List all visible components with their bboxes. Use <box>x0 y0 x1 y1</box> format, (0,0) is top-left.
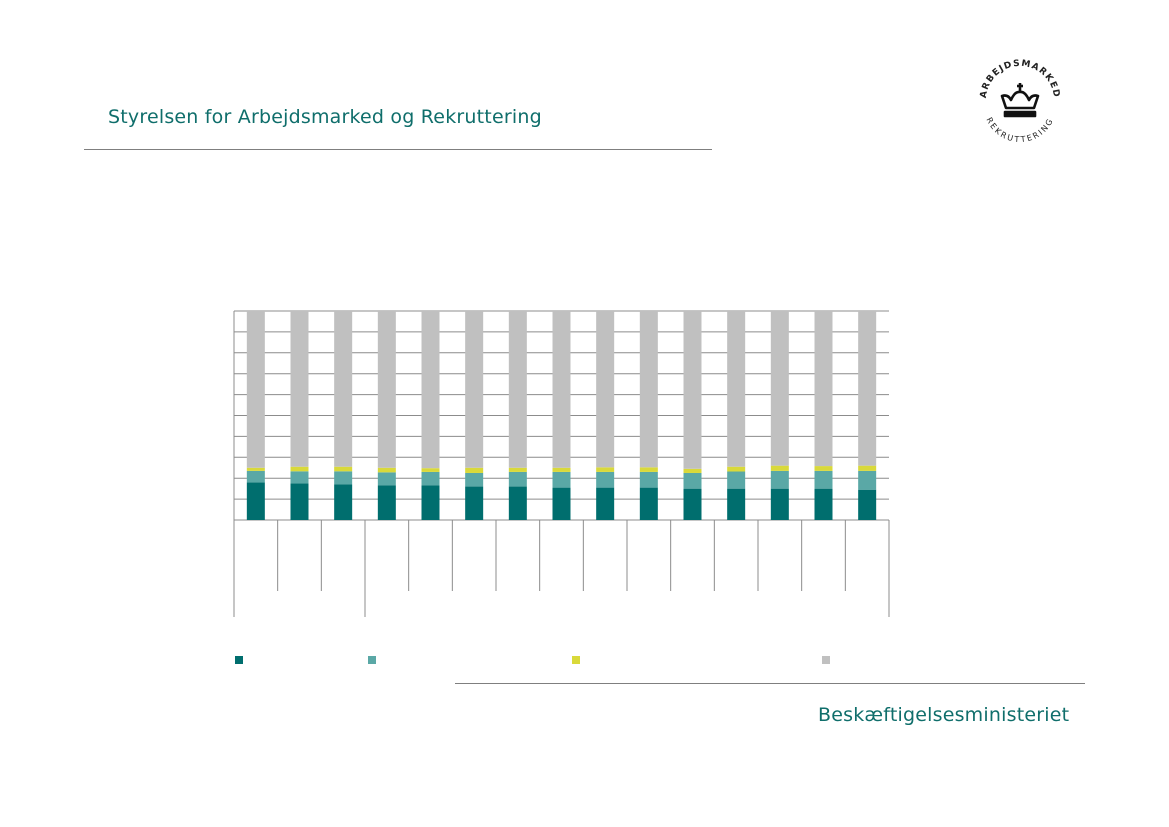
bar-segment-s4-c5 <box>421 311 440 469</box>
bar-segment-s4-c1 <box>246 311 265 468</box>
header-title: Styrelsen for Arbejdsmarked og Rekrutter… <box>108 106 542 128</box>
bar-segment-s4-c14 <box>814 311 833 467</box>
bar-segment-s4-c4 <box>377 311 396 468</box>
footer-ministry-name: Beskæftigelsesministeriet <box>818 704 1070 726</box>
legend-swatch-3 <box>572 656 580 664</box>
bar-segment-s2-c9 <box>596 471 615 488</box>
bar-segment-s3-c5 <box>421 468 440 472</box>
bar-segment-s3-c4 <box>377 467 396 473</box>
bar-segment-s2-c7 <box>508 471 527 487</box>
bar-segment-s3-c14 <box>814 466 833 471</box>
bar-segment-s1-c10 <box>639 487 658 520</box>
bar-segment-s2-c14 <box>814 470 833 489</box>
bar-segment-s1-c15 <box>858 489 877 520</box>
bar-segment-s3-c7 <box>508 467 527 472</box>
legend-swatch-2 <box>368 656 376 664</box>
bar-segment-s4-c3 <box>334 311 353 467</box>
bar-segment-s1-c6 <box>465 486 484 520</box>
bar-segment-s2-c2 <box>290 471 309 484</box>
bar-segment-s2-c3 <box>334 471 353 485</box>
bar-segment-s1-c2 <box>290 483 309 520</box>
header-divider <box>84 149 712 150</box>
bar-segment-s2-c11 <box>683 472 702 489</box>
bar-segment-s4-c2 <box>290 311 309 467</box>
bar-segment-s2-c12 <box>727 471 746 489</box>
bar-segment-s4-c15 <box>858 311 877 466</box>
bar-segment-s2-c10 <box>639 471 658 488</box>
bar-segment-s4-c8 <box>552 311 571 468</box>
bar-segment-s3-c2 <box>290 466 309 472</box>
bar-segment-s2-c1 <box>246 470 265 483</box>
bar-segment-s1-c3 <box>334 484 353 520</box>
bar-segment-s3-c15 <box>858 465 877 471</box>
bar-segment-s2-c13 <box>770 470 789 489</box>
bar-segment-s4-c7 <box>508 311 527 468</box>
bar-segment-s4-c9 <box>596 311 615 468</box>
category-axis <box>233 520 890 617</box>
bar-segment-s2-c15 <box>858 470 877 490</box>
bar-segment-s1-c14 <box>814 488 833 520</box>
bar-segment-s1-c8 <box>552 487 571 520</box>
legend-swatch-4 <box>822 656 830 664</box>
bar-segment-s3-c10 <box>639 467 658 472</box>
bar-segment-s1-c1 <box>246 482 265 520</box>
bar-segment-s4-c10 <box>639 311 658 468</box>
bars <box>246 311 877 520</box>
bar-segment-s4-c6 <box>465 311 484 468</box>
bar-segment-s1-c9 <box>596 487 615 520</box>
bar-segment-s2-c5 <box>421 471 440 486</box>
bar-segment-s3-c3 <box>334 466 353 472</box>
bar-segment-s3-c8 <box>552 467 571 472</box>
bar-segment-s1-c11 <box>683 488 702 520</box>
bar-segment-s4-c11 <box>683 311 702 469</box>
bar-segment-s4-c12 <box>727 311 746 467</box>
bar-segment-s1-c4 <box>377 485 396 520</box>
bar-segment-s3-c11 <box>683 468 702 473</box>
bar-segment-s4-c13 <box>770 311 789 466</box>
bar-segment-s2-c6 <box>465 472 484 487</box>
bar-segment-s2-c8 <box>552 471 571 488</box>
bar-segment-s1-c13 <box>770 488 789 520</box>
legend <box>235 656 830 664</box>
bar-segment-s1-c12 <box>727 488 746 520</box>
agency-logo: ARBEJDSMARKED REKRUTTERING <box>979 59 1060 145</box>
bar-segment-s3-c9 <box>596 467 615 472</box>
bar-segment-s1-c7 <box>508 486 527 520</box>
crown-icon <box>1000 83 1040 118</box>
legend-swatch-1 <box>235 656 243 664</box>
bar-segment-s3-c13 <box>770 465 789 471</box>
bar-segment-s3-c6 <box>465 467 484 473</box>
bar-segment-s2-c4 <box>377 472 396 486</box>
bar-segment-s3-c1 <box>246 467 265 471</box>
footer-divider <box>455 683 1085 684</box>
bar-segment-s1-c5 <box>421 485 440 520</box>
bar-segment-s3-c12 <box>727 466 746 472</box>
